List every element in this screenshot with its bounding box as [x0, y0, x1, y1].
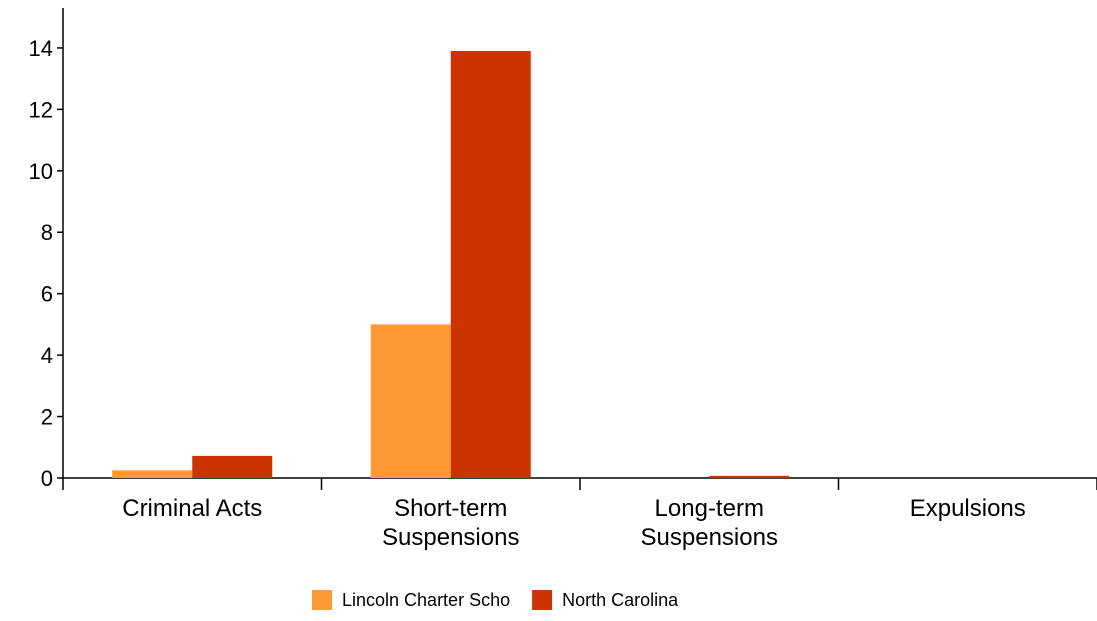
y-tick-label: 6: [41, 282, 53, 307]
y-tick-label: 10: [29, 159, 53, 184]
x-category-label: Long-term Suspensions: [641, 495, 778, 551]
x-category-label-line: Suspensions: [382, 524, 519, 551]
bar: [112, 470, 193, 478]
bar: [192, 455, 273, 478]
legend-swatch: [312, 590, 332, 610]
y-tick-label: 8: [41, 220, 53, 245]
legend: Lincoln Charter Scho North Carolina: [312, 590, 679, 610]
legend-label: Lincoln Charter Scho: [342, 590, 510, 610]
legend-label: North Carolina: [562, 590, 679, 610]
x-category-label-line: Short-term: [394, 495, 507, 522]
bar: [370, 324, 451, 478]
x-category-label-line: Suspensions: [641, 524, 778, 551]
x-category-label: Short-term Suspensions: [382, 495, 519, 551]
y-tick-label: 14: [29, 36, 53, 61]
y-tick-label: 12: [29, 97, 53, 122]
x-category-label-line: Long-term: [655, 495, 764, 522]
y-tick-label: 4: [41, 343, 53, 368]
y-axis: 0 2 4 6 8 10 12 14: [29, 8, 64, 491]
y-tick-label: 2: [41, 405, 53, 430]
y-tick-label: 0: [41, 466, 53, 491]
bars-group: [112, 51, 790, 479]
legend-swatch: [532, 590, 553, 610]
x-category-label-line: Expulsions: [910, 495, 1026, 522]
bar: [450, 51, 531, 479]
x-axis: Criminal Acts Short-term SuspensionsLong-t…: [62, 477, 1097, 551]
x-category-label: Criminal Acts: [122, 495, 262, 522]
bar: [709, 475, 790, 478]
x-category-label-line: Criminal Acts: [122, 495, 262, 522]
x-category-label: Expulsions: [910, 495, 1026, 522]
